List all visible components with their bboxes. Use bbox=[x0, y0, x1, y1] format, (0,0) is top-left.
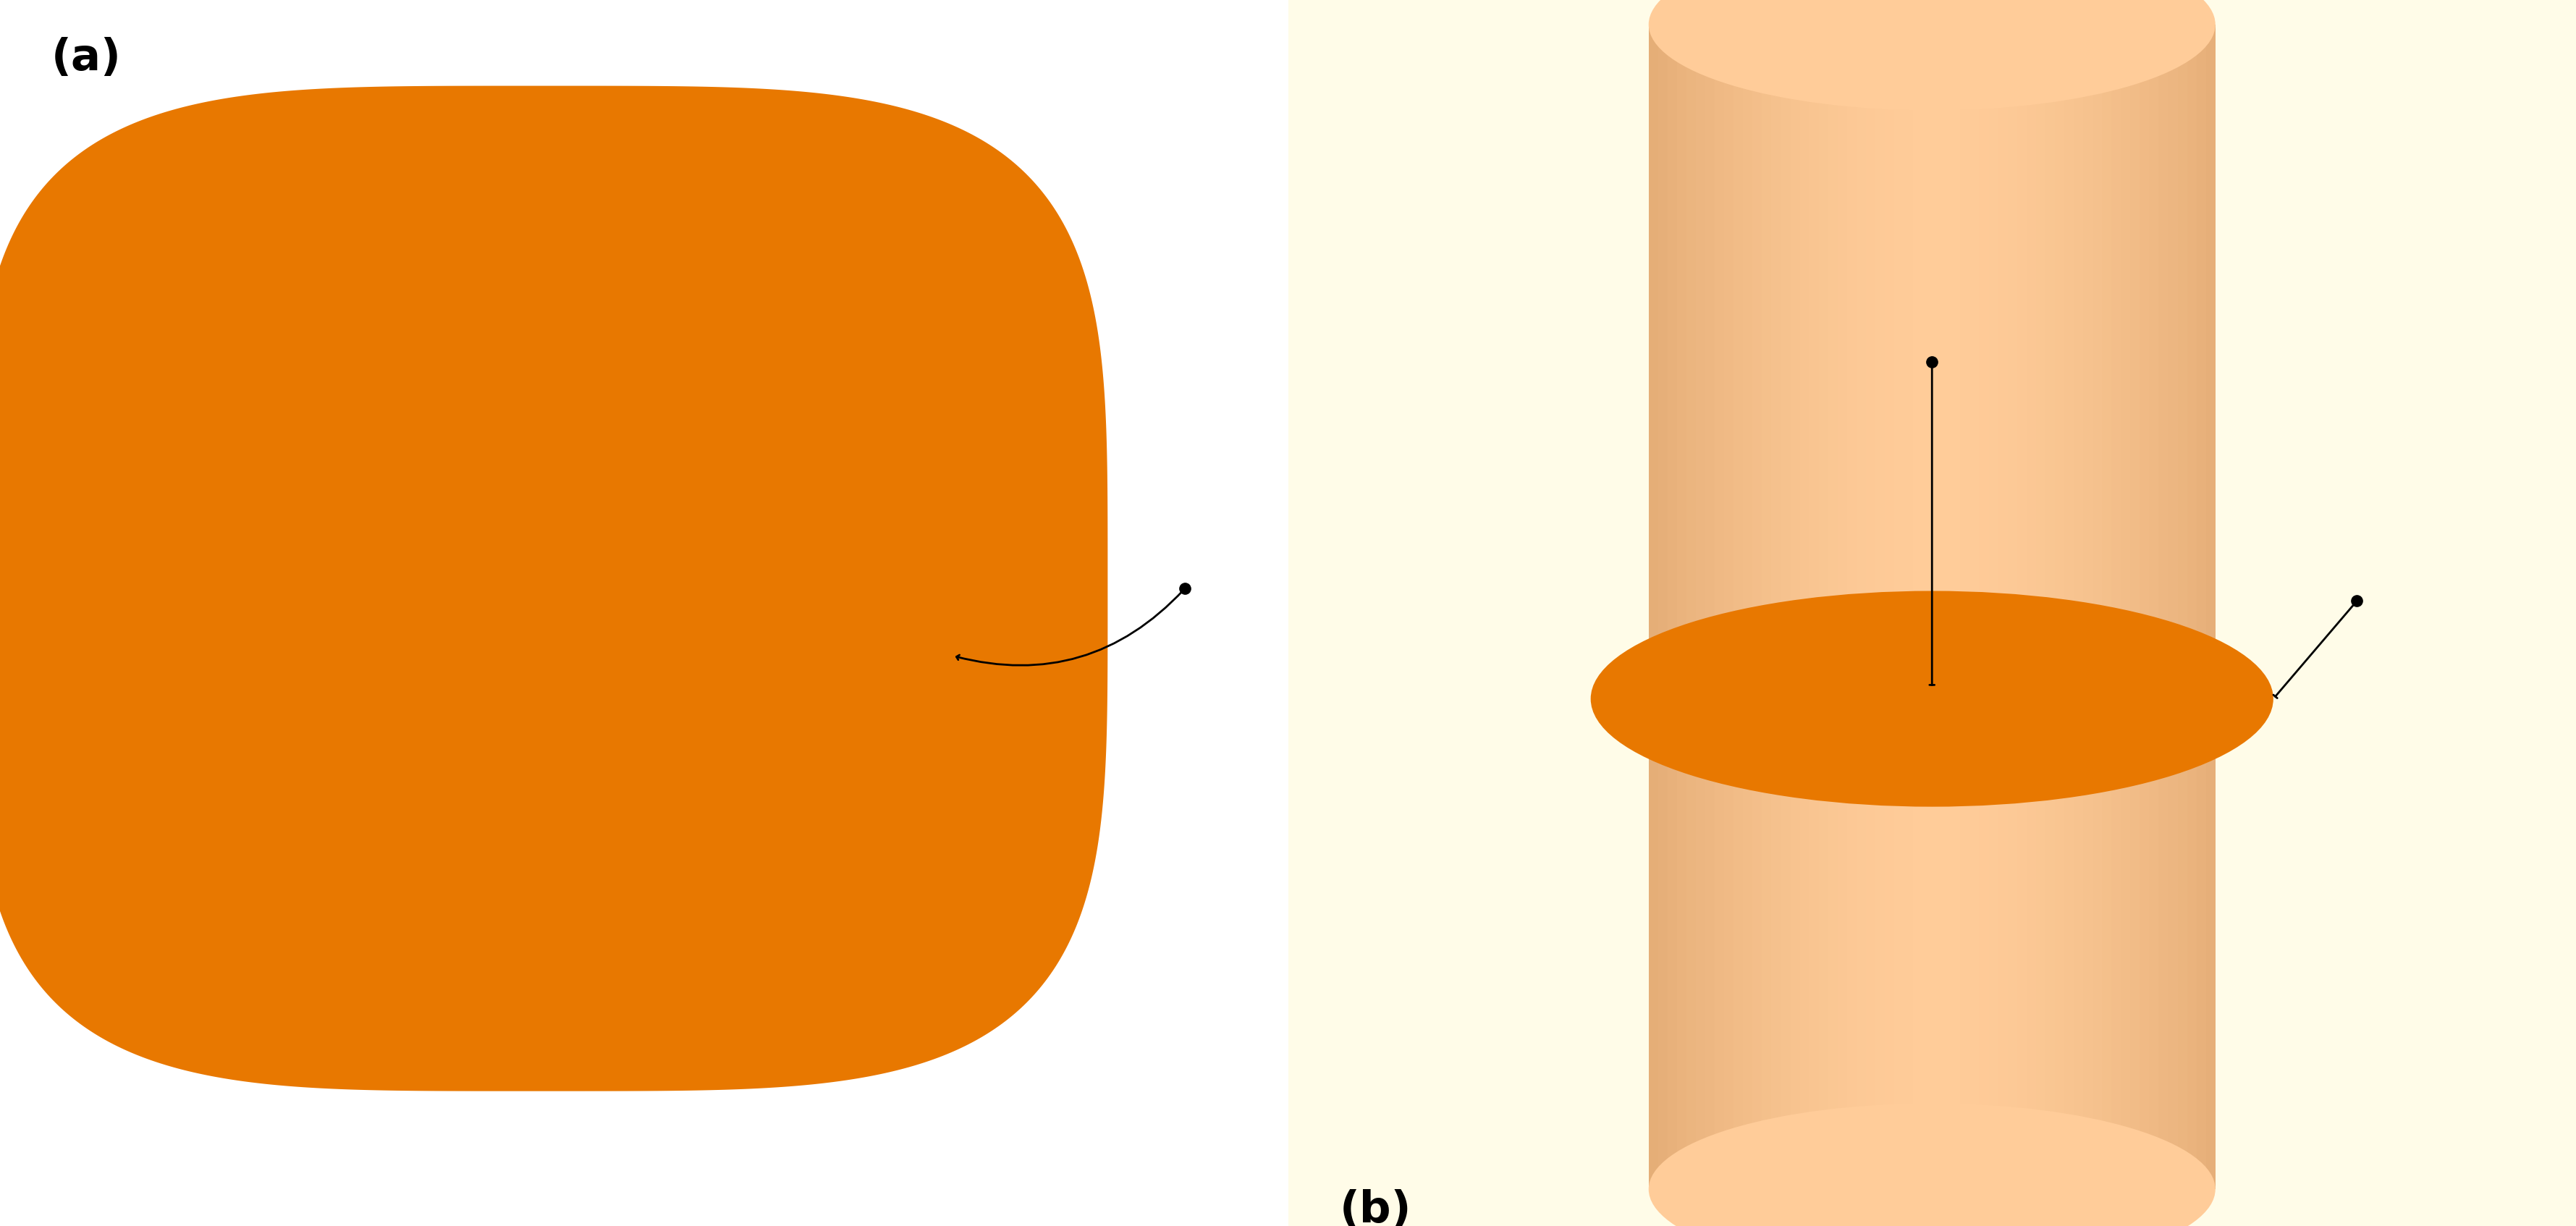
Bar bbox=[1886, 25, 1893, 1189]
Bar bbox=[1837, 25, 1847, 1189]
Bar bbox=[2017, 25, 2027, 1189]
Bar bbox=[1695, 25, 1705, 1189]
Bar bbox=[2141, 25, 2148, 1189]
Ellipse shape bbox=[1649, 1103, 2215, 1226]
Bar bbox=[2045, 25, 2056, 1189]
Bar bbox=[2035, 25, 2045, 1189]
Bar bbox=[1705, 25, 1716, 1189]
Bar bbox=[2092, 25, 2102, 1189]
Bar bbox=[1847, 25, 1857, 1189]
Bar bbox=[1659, 25, 1667, 1189]
Bar bbox=[1875, 25, 1886, 1189]
Bar bbox=[2063, 25, 2074, 1189]
Bar bbox=[2177, 25, 2187, 1189]
Bar bbox=[1687, 25, 1695, 1189]
Bar bbox=[1922, 25, 1932, 1189]
Bar bbox=[2148, 25, 2159, 1189]
Bar bbox=[1808, 25, 1819, 1189]
Bar bbox=[1932, 25, 1942, 1189]
Bar bbox=[1893, 25, 1904, 1189]
Bar bbox=[1942, 25, 1950, 1189]
Ellipse shape bbox=[1649, 0, 2215, 110]
Bar bbox=[1716, 25, 1723, 1189]
Bar bbox=[1649, 25, 1659, 1189]
Bar bbox=[2056, 25, 2063, 1189]
Bar bbox=[1914, 25, 1922, 1189]
Polygon shape bbox=[0, 86, 1108, 1091]
Bar bbox=[1772, 25, 1780, 1189]
Bar bbox=[1677, 25, 1687, 1189]
Bar bbox=[2102, 25, 2112, 1189]
Bar bbox=[1971, 25, 1978, 1189]
Bar bbox=[1667, 25, 1677, 1189]
Bar bbox=[2187, 25, 2197, 1189]
Bar bbox=[1723, 25, 1734, 1189]
Bar bbox=[1865, 25, 1875, 1189]
Bar bbox=[1904, 25, 1914, 1189]
Bar bbox=[2205, 25, 2215, 1189]
Bar bbox=[1752, 25, 1762, 1189]
Bar bbox=[1734, 25, 1744, 1189]
Bar bbox=[1829, 25, 1837, 1189]
Bar bbox=[1801, 25, 1808, 1189]
Bar bbox=[2007, 25, 2017, 1189]
Bar bbox=[2130, 25, 2141, 1189]
Bar bbox=[2027, 25, 2035, 1189]
Bar bbox=[1960, 25, 1971, 1189]
Bar bbox=[2074, 25, 2084, 1189]
Bar bbox=[2159, 25, 2169, 1189]
Bar bbox=[1780, 25, 1790, 1189]
Bar bbox=[1790, 25, 1801, 1189]
Bar bbox=[1989, 25, 1999, 1189]
Bar bbox=[1999, 25, 2007, 1189]
Bar bbox=[1762, 25, 1772, 1189]
Bar bbox=[1744, 25, 1752, 1189]
Bar bbox=[2197, 25, 2205, 1189]
Bar bbox=[2112, 25, 2120, 1189]
Text: (a): (a) bbox=[52, 37, 121, 80]
Bar bbox=[2120, 25, 2130, 1189]
Text: (b): (b) bbox=[1340, 1189, 1412, 1226]
Bar bbox=[1649, 25, 2215, 1189]
Bar bbox=[2084, 25, 2092, 1189]
Bar bbox=[1978, 25, 1989, 1189]
Bar bbox=[1857, 25, 1865, 1189]
Ellipse shape bbox=[1592, 591, 2275, 807]
Bar bbox=[1819, 25, 1829, 1189]
Bar bbox=[2169, 25, 2177, 1189]
Bar bbox=[1950, 25, 1960, 1189]
